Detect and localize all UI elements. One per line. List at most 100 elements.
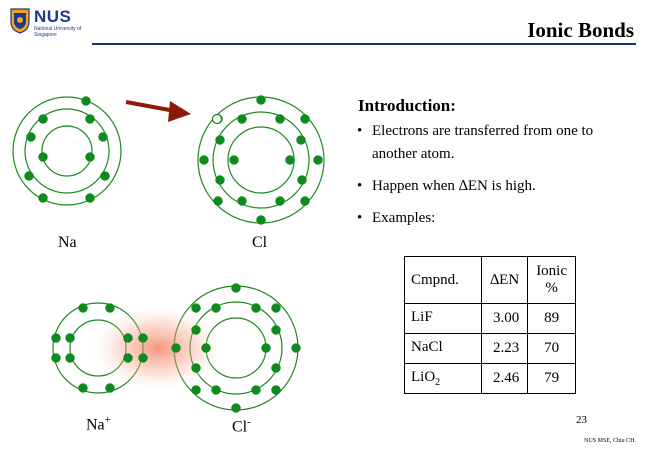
electron-dot [138,353,148,363]
electron-dot [138,333,148,343]
electron-dot [85,193,95,203]
logo-wordmark: NUS [34,7,72,26]
electron-dot [285,155,295,165]
bullet-item: Examples: [356,207,636,230]
electron-dot [300,196,310,206]
header-compound: Cmpnd. [404,256,482,304]
title-divider [92,43,636,45]
cell-delta-en: 2.46 [480,363,529,394]
cell-delta-en: 2.23 [480,333,529,364]
cell-compound: LiO2 [404,363,482,394]
cell-ionic-percent: 70 [527,333,577,364]
electron-dot [297,175,307,185]
electron-dot [191,363,201,373]
electron-dot [201,343,211,353]
electron-dot [271,325,281,335]
electron-dot [237,114,247,124]
electron-dot [81,96,91,106]
electron-dot [123,333,133,343]
electron-dot [211,385,221,395]
electron-dot [65,353,75,363]
electron-dot [231,403,241,413]
nus-logo: NUS National University of Singapore [10,7,90,46]
header-ionic-percent: Ionic % [527,256,577,304]
table-row: LiF 3.00 89 [404,303,577,334]
electron-dot [26,132,36,142]
na-inner-shell [41,125,93,177]
electron-dot [275,114,285,124]
electron-dot [296,135,306,145]
electron-dot [98,132,108,142]
electron-dot [65,333,75,343]
electron-dot [38,193,48,203]
table-header-row: Cmpnd. ∆EN Ionic % [404,256,577,304]
electron-dot [24,171,34,181]
logo-subtitle: National University of Singapore [34,26,82,38]
electron-dot [199,155,209,165]
cell-ionic-percent: 89 [527,303,577,334]
transfer-arrow-shaft [125,100,176,113]
electron-dot [191,385,201,395]
cell-compound: LiF [404,303,482,334]
electron-dot [191,303,201,313]
chlorine-label: Cl [252,234,268,251]
electron-dot [78,383,88,393]
electron-dot [51,333,61,343]
ionic-examples-table: Cmpnd. ∆EN Ionic % LiF 3.00 89 NaCl 2.23… [404,256,577,394]
electron-dot [256,95,266,105]
slide-title: Ionic Bonds [527,18,634,42]
electron-dot [229,155,239,165]
electron-dot [275,196,285,206]
electron-dot [211,303,221,313]
electron-dot [271,363,281,373]
table-row: NaCl 2.23 70 [404,333,577,364]
electron-dot [213,196,223,206]
electron-dot [85,152,95,162]
electron-dot [215,135,225,145]
electron-dot [38,114,48,124]
transfer-arrow-head [168,101,191,122]
cl-middle-shell [212,111,310,209]
electron-dot [271,303,281,313]
electron-dot [291,343,301,353]
electron-dot [300,114,310,124]
electron-dot [105,383,115,393]
sodium-label: Na [58,234,77,251]
bullet-item: Happen when ∆EN is high. [356,175,636,198]
electron-dot [251,303,261,313]
electron-dot [100,171,110,181]
cell-compound: NaCl [404,333,482,364]
bullet-list: Electrons are transferred from one to an… [356,120,636,239]
sodium-ion-label: Na+ [86,414,111,434]
na-outer-shell [12,96,122,206]
electron-dot [171,343,181,353]
electron-dot [231,283,241,293]
electron-dot [271,385,281,395]
electron-dot [51,353,61,363]
cell-ionic-percent: 79 [527,363,577,394]
electron-dot [251,385,261,395]
transferred-electron-slot [211,113,223,125]
electron-dot [191,325,201,335]
electron-dot [313,155,323,165]
chloride-ion-charge: - [247,416,251,428]
electron-dot [123,353,133,363]
cell-delta-en: 3.00 [480,303,529,334]
electron-dot [85,114,95,124]
chloride-ion-label: Cl- [232,416,251,436]
intro-heading: Introduction: [358,96,456,115]
electron-dot [105,303,115,313]
footer-credit: NUS MSE, Chiu CH. [584,438,636,444]
electron-dot [215,175,225,185]
electron-dot [237,196,247,206]
table-row: LiO2 2.46 79 [404,363,577,394]
electron-dot [38,152,48,162]
header-delta-en: ∆EN [480,256,529,304]
electron-dot [261,343,271,353]
electron-dot [78,303,88,313]
electron-dot [256,215,266,225]
page-number: 23 [576,414,587,426]
crest-icon [10,8,30,34]
bullet-item: Electrons are transferred from one to an… [356,120,636,166]
